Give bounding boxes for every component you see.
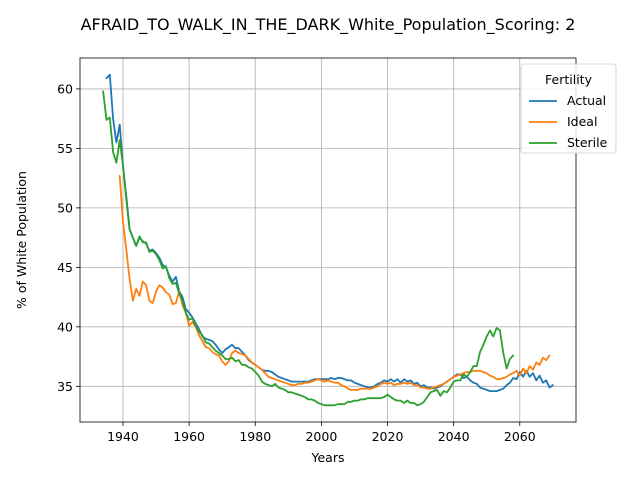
legend-label-actual: Actual: [567, 93, 606, 108]
y-tick-label: 35: [57, 379, 73, 394]
x-tick-label: 1960: [173, 429, 205, 444]
legend-box: [520, 63, 617, 154]
series-line-sterile: [102, 90, 515, 407]
chart-title: AFRAID_TO_WALK_IN_THE_DARK_White_Populat…: [81, 15, 576, 35]
series-line-ideal: [118, 174, 551, 391]
y-tick-label: 55: [57, 141, 73, 156]
plot-area-frame: [79, 57, 577, 423]
legend: Fertility Actual Ideal Sterile: [520, 63, 617, 154]
y-tick-label: 50: [57, 200, 73, 215]
series-line-actual: [105, 73, 554, 393]
y-tick-label: 60: [57, 81, 73, 96]
x-axis-label: Years: [311, 450, 345, 465]
x-tick-label: 2060: [504, 429, 536, 444]
y-axis-label: % of White Population: [14, 171, 29, 309]
series-lines: [102, 73, 554, 407]
legend-entries: Actual Ideal Sterile: [529, 93, 608, 150]
grid: [80, 58, 576, 422]
y-tick-label: 40: [57, 319, 73, 334]
x-tick-label: 2020: [372, 429, 404, 444]
x-tick-label: 1940: [107, 429, 139, 444]
x-tick-label: 2040: [438, 429, 470, 444]
legend-label-sterile: Sterile: [567, 135, 608, 150]
legend-title: Fertility: [545, 72, 593, 87]
y-tick-label: 45: [57, 260, 73, 275]
x-tick-label: 2000: [305, 429, 337, 444]
x-tick-label: 1980: [239, 429, 271, 444]
axis-ticks: 1940 1960 1980 2000 2020 2040 2060 35 40 45 50 55 60: [57, 81, 536, 444]
legend-label-ideal: Ideal: [567, 114, 597, 129]
